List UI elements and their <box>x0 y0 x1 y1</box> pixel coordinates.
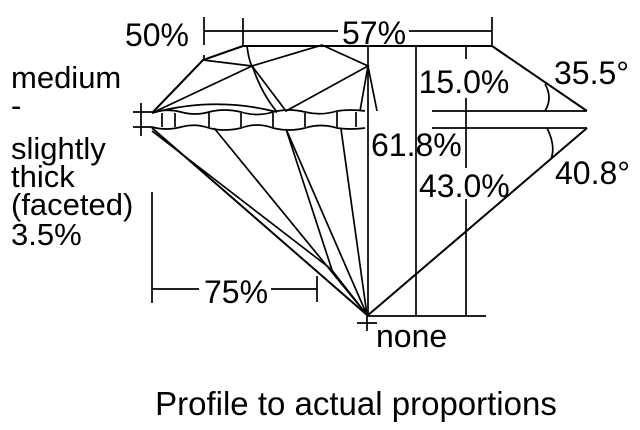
girdle-facet-dividers <box>161 112 357 127</box>
bezel-edge <box>151 65 253 114</box>
girdle-thickness-ticks <box>133 103 152 136</box>
measurement-labels: 50% 57% 15.0% 35.5° 61.8% 43.0% 40.8° 75… <box>11 15 630 422</box>
lower-girdle-label: 75% <box>204 274 268 310</box>
pavilion-depth-label: 43.0% <box>419 168 510 204</box>
total-depth-label: 61.8% <box>371 127 462 163</box>
girdle-top-left <box>151 109 366 116</box>
star-edge <box>202 59 253 67</box>
center-bezel-edge-right <box>367 65 378 112</box>
girdle-band <box>151 109 587 131</box>
girdle-bottom-left <box>151 124 366 131</box>
crown-outline-right <box>491 45 588 112</box>
crown-height-label: 15.0% <box>419 64 510 100</box>
dimension-lines <box>133 17 554 331</box>
pavilion-angle-label: 40.8° <box>555 155 630 191</box>
culet-cross-mark <box>357 314 377 331</box>
pavilion-angle-arc <box>546 127 554 160</box>
pavilion-outline-right <box>366 127 588 317</box>
center-bezel-edge-left <box>359 65 369 112</box>
crown-angle-arc <box>544 83 550 112</box>
crown-outline-left <box>151 45 244 114</box>
star-length-label: 50% <box>125 17 189 53</box>
lower-girdle-twin-edge <box>151 130 332 270</box>
crown-angle-label: 35.5° <box>554 55 629 91</box>
upper-girdle-arch <box>151 103 278 114</box>
pavilion-facets <box>151 127 368 316</box>
diagram-caption: Profile to actual proportions <box>155 385 557 422</box>
culet-label: none <box>376 318 447 354</box>
girdle-description-label: medium - slightly thick (faceted) 3.5% <box>11 60 142 252</box>
table-size-label: 57% <box>342 15 406 51</box>
